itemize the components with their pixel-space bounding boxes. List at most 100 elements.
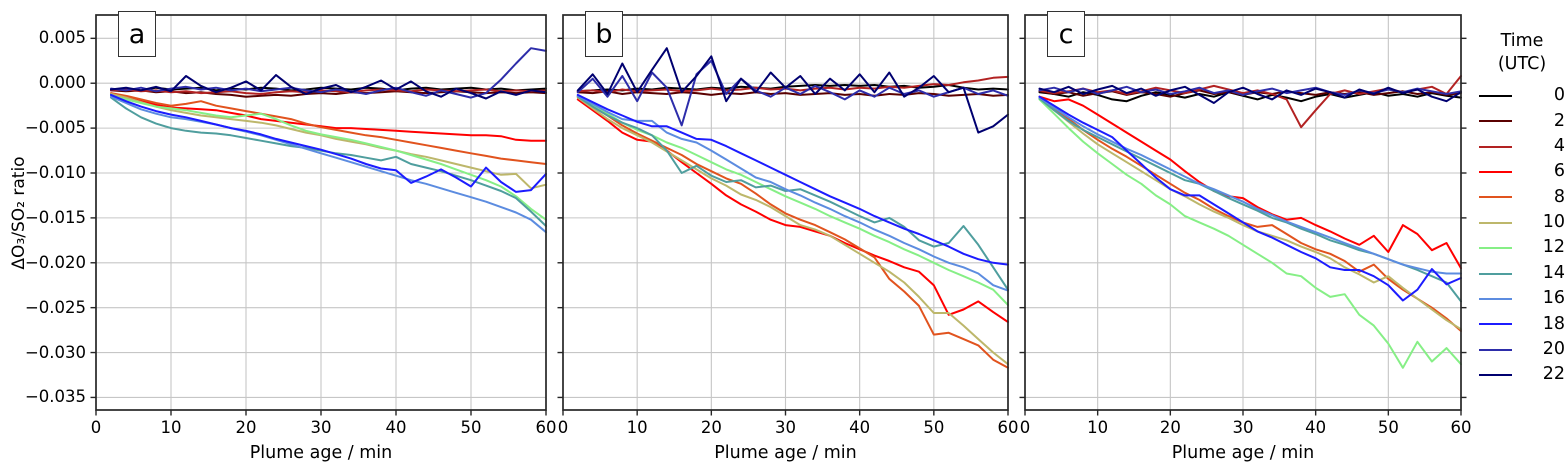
legend: Time (UTC) 0 2 4 6 8 10 12 14 16 18 20 22 [1479,30,1565,388]
series-line-utc-0 [576,84,1009,93]
legend-line-swatch [1479,323,1512,326]
series-line-utc-18 [576,93,1009,266]
x-tick-label: 20 [1160,418,1181,437]
legend-title-line2: (UTC) [1497,54,1547,75]
series-line-utc-20 [576,59,1009,127]
legend-entry-label: 2 [1553,110,1565,131]
series-line-utc-10 [110,93,547,190]
y-tick-label: −0.030 [24,342,86,362]
legend-entry-14: 14 [1479,261,1565,286]
x-tick-label: 0 [558,418,569,437]
panel-label-c: c [1047,11,1085,57]
series-line-utc-16 [1038,96,1462,275]
series-line-utc-6 [110,93,547,142]
x-tick-label: 50 [923,418,944,437]
series-line-utc-4 [576,75,1009,94]
x-tick-label: 0 [91,418,102,437]
legend-entry-8: 8 [1479,185,1565,210]
series-line-utc-20 [110,47,547,99]
series-line-utc-22 [110,74,547,100]
legend-line-swatch [1479,247,1512,250]
x-tick-label: 0 [1020,418,1031,437]
series-line-utc-8 [110,92,547,165]
series-line-utc-8 [576,95,1009,369]
series-line-utc-6 [1038,95,1462,270]
plot-area-b: 0 10 20 30 40 50 60 [557,14,1019,437]
x-tick-label: 10 [627,418,648,437]
series-line-utc-8 [1038,96,1462,332]
x-tick-label: 40 [1305,418,1326,437]
y-tick-label: 0.000 [38,73,86,93]
legend-line-swatch [1479,196,1512,199]
x-tick-label: 60 [536,418,557,437]
legend-line-swatch [1479,298,1512,300]
series-line-utc-10 [576,96,1009,366]
x-tick-label: 30 [1233,418,1254,437]
series-line-utc-16 [576,94,1009,292]
legend-entry-20: 20 [1479,337,1565,362]
x-tick-label: 10 [161,418,182,437]
series-line-utc-16 [110,95,547,234]
y-tick-label: −0.005 [24,118,86,138]
y-tick-label: −0.015 [24,207,86,227]
y-tick-label: −0.010 [24,163,86,182]
y-tick-label: −0.025 [24,297,86,317]
legend-line-swatch [1479,145,1512,148]
x-tick-label: 20 [236,418,257,437]
series-line-utc-12 [110,94,547,221]
plot-area-a: 0 10 20 30 40 50 60 [90,14,557,437]
legend-entry-2: 2 [1479,109,1565,134]
legend-line-swatch [1479,171,1512,174]
legend-title: Time (UTC) [1479,30,1565,76]
legend-entry-label: 6 [1553,161,1565,182]
series-line-utc-2 [110,89,547,98]
panel-a: 0 10 20 30 40 50 60 a Plume age / min [90,11,557,463]
legend-line-swatch [1479,120,1512,123]
series-line-utc-0 [1038,91,1462,103]
series-line-utc-18 [1038,95,1462,302]
legend-entry-18: 18 [1479,312,1565,337]
series-line-utc-18 [110,93,547,193]
legend-entry-label: 14 [1542,262,1565,283]
x-tick-label: 40 [386,418,407,437]
x-axis-label: Plume age / min [714,443,857,463]
panel-label-b: b [585,11,623,57]
series-line-utc-0 [110,86,547,92]
legend-entry-6: 6 [1479,159,1565,184]
legend-line-swatch [1479,272,1512,275]
legend-entry-label: 16 [1542,288,1565,309]
legend-entry-12: 12 [1479,236,1565,261]
series-line-utc-22 [576,47,1009,134]
x-tick-label: 50 [461,418,482,437]
legend-entry-4: 4 [1479,134,1565,159]
y-tick-label: −0.020 [24,252,86,272]
x-tick-label: 30 [775,418,796,437]
x-tick-label: 10 [1087,418,1108,437]
legend-entry-label: 0 [1553,85,1565,106]
x-tick-label: 40 [849,418,870,437]
series-line-utc-14 [576,95,1009,291]
series-line-utc-14 [110,96,547,227]
x-axis-label: Plume age / min [249,443,393,463]
x-tick-label: 50 [1378,418,1399,437]
legend-line-swatch [1479,94,1512,97]
x-tick-label: 20 [701,418,722,437]
series-line-utc-14 [1038,97,1462,303]
legend-entry-22: 22 [1479,362,1565,387]
legend-line-swatch [1479,348,1512,351]
legend-entry-label: 18 [1542,313,1565,334]
legend-entry-label: 20 [1542,339,1565,360]
legend-items: 0 2 4 6 8 10 12 14 16 18 20 22 [1479,83,1565,388]
legend-entry-label: 8 [1553,186,1565,207]
y-tick-label: 0.005 [38,28,86,48]
series-line-utc-10 [1038,97,1462,331]
panel-label-a: a [118,11,156,57]
legend-entry-label: 10 [1542,212,1565,233]
legend-entry-label: 12 [1542,237,1565,258]
legend-line-swatch [1479,221,1512,224]
legend-entry-label: 4 [1553,135,1565,156]
series-line-utc-2 [576,90,1009,97]
series-line-utc-12 [1038,98,1462,369]
legend-line-swatch [1479,374,1512,377]
